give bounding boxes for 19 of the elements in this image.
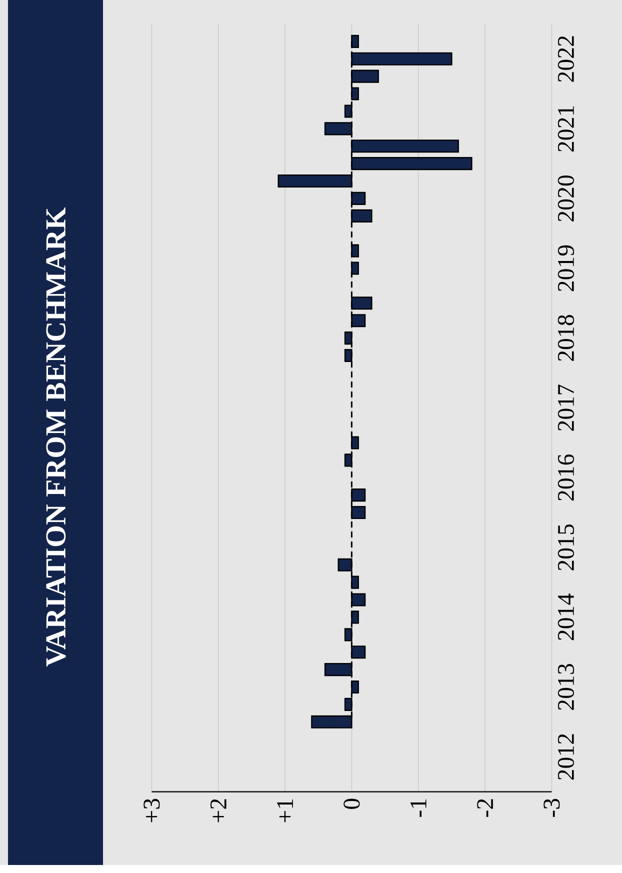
y-tick-label: 2019 — [558, 245, 574, 292]
y-tick-label: 2022 — [558, 36, 574, 82]
x-tick-label: -2 — [477, 799, 493, 817]
y-tick-label: 2017 — [558, 384, 574, 431]
y-tick-label: 2018 — [558, 315, 574, 361]
y-tick-label: 2016 — [558, 454, 574, 500]
x-tick-label: +3 — [144, 798, 160, 822]
x-tick-label: +2 — [210, 799, 226, 822]
x-tick-label: 0 — [344, 798, 360, 809]
y-tick-label: 2015 — [558, 524, 574, 570]
x-tick-label: -3 — [544, 798, 560, 817]
y-tick-label: 2013 — [558, 664, 574, 710]
y-tick-label: 2020 — [558, 175, 574, 222]
x-tick-label: -1 — [410, 799, 426, 817]
x-tick-label: +1 — [277, 799, 293, 822]
y-tick-label: 2021 — [558, 106, 574, 152]
y-tick-label: 2012 — [558, 734, 574, 780]
text: VARIATION FROM BENCHMARK — [46, 207, 66, 666]
y-tick-label: 2014 — [558, 594, 574, 640]
